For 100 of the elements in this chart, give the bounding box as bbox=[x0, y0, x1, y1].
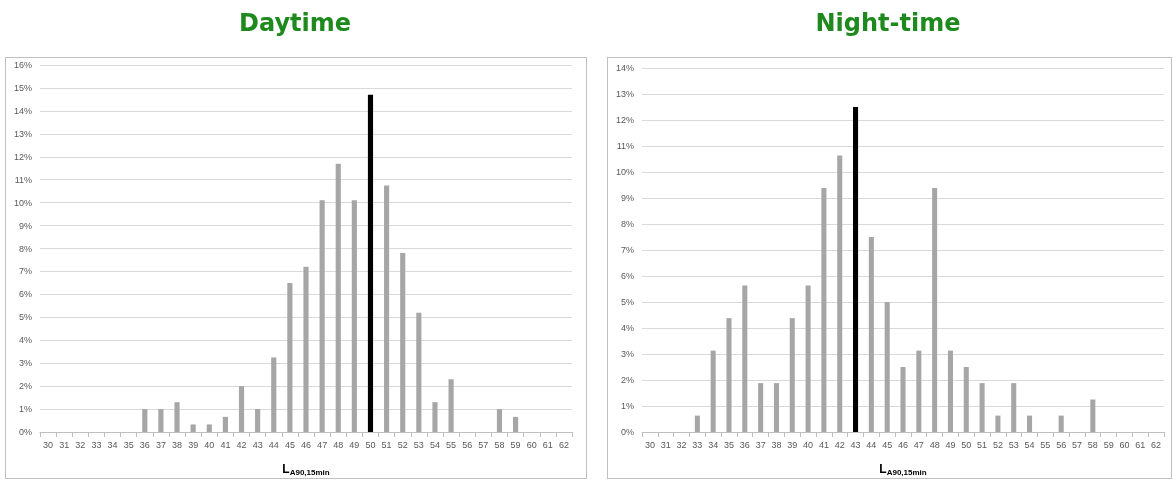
x-tick-label: 36 bbox=[139, 439, 150, 450]
x-tick-label: 43 bbox=[850, 439, 861, 450]
y-tick-label: 2% bbox=[620, 375, 634, 385]
bar bbox=[496, 409, 503, 432]
y-tick-label: 10% bbox=[13, 197, 32, 208]
bar bbox=[416, 312, 422, 432]
y-tick-label: 13% bbox=[13, 128, 32, 139]
y-tick-label: 8% bbox=[18, 243, 32, 254]
x-tick-label: 57 bbox=[478, 439, 489, 450]
x-tick-label: 60 bbox=[1119, 439, 1130, 450]
y-tick-label: 6% bbox=[18, 289, 32, 300]
x-tick-label: 46 bbox=[300, 439, 312, 450]
bar bbox=[710, 350, 716, 432]
x-tick-label: 59 bbox=[510, 439, 521, 450]
x-tick-label: 43 bbox=[252, 439, 263, 450]
y-tick-label: 5% bbox=[18, 312, 32, 323]
x-tick-label: 41 bbox=[818, 439, 829, 450]
x-tick-label: 39 bbox=[188, 439, 199, 450]
y-tick-label: 9% bbox=[620, 193, 634, 203]
y-tick-label: 4% bbox=[18, 335, 32, 346]
y-tick-label: 0% bbox=[620, 427, 634, 437]
bar bbox=[158, 409, 164, 432]
bar bbox=[868, 237, 874, 432]
bar bbox=[821, 188, 827, 432]
bar bbox=[1058, 415, 1064, 432]
bar bbox=[319, 200, 325, 432]
x-tick-label: 62 bbox=[558, 439, 569, 450]
y-tick-label: 12% bbox=[615, 115, 634, 125]
x-tick-label: 62 bbox=[1151, 439, 1162, 450]
y-tick-label: 14% bbox=[13, 105, 32, 116]
x-tick-label: 57 bbox=[1071, 439, 1083, 450]
y-tick-label: 1% bbox=[620, 401, 634, 411]
x-tick-label: 35 bbox=[723, 439, 735, 450]
bar bbox=[400, 253, 406, 432]
x-tick-label: 56 bbox=[462, 439, 473, 450]
x-tick-label: 48 bbox=[333, 439, 344, 450]
y-tick-label: 13% bbox=[615, 89, 634, 99]
bar bbox=[513, 416, 519, 432]
y-tick-label: 16% bbox=[13, 60, 32, 70]
x-tick-label: 39 bbox=[787, 439, 798, 450]
x-tick-label: 30 bbox=[43, 439, 54, 450]
y-tick-label: 4% bbox=[620, 323, 634, 333]
x-tick-label: 42 bbox=[236, 439, 247, 450]
bar bbox=[916, 350, 922, 432]
bar bbox=[742, 285, 748, 432]
x-tick-label: 49 bbox=[945, 439, 956, 450]
x-tick-label: 30 bbox=[644, 439, 655, 450]
x-tick-label: 55 bbox=[1040, 439, 1051, 450]
y-tick-label: 0% bbox=[18, 427, 32, 437]
x-tick-label: 32 bbox=[75, 439, 86, 450]
y-tick-label: 11% bbox=[616, 141, 634, 151]
x-tick-label: 53 bbox=[1008, 439, 1019, 450]
bar bbox=[432, 402, 438, 432]
y-tick-label: 8% bbox=[620, 219, 634, 229]
x-tick-label: 50 bbox=[365, 439, 376, 450]
bar bbox=[287, 282, 293, 432]
bar bbox=[1090, 399, 1096, 432]
y-tick-label: 7% bbox=[18, 266, 32, 277]
y-tick-label: 1% bbox=[18, 404, 32, 415]
y-tick-label: 2% bbox=[18, 381, 32, 392]
x-tick-label: 51 bbox=[977, 439, 988, 450]
x-tick-label: 52 bbox=[397, 439, 408, 450]
bar bbox=[773, 383, 779, 432]
x-tick-label: 34 bbox=[708, 439, 719, 450]
x-tick-label: 37 bbox=[155, 439, 166, 450]
bar bbox=[206, 424, 212, 432]
x-tick-label: 48 bbox=[929, 439, 940, 450]
x-tick-label: 58 bbox=[494, 439, 505, 450]
x-tick-label: 56 bbox=[1056, 439, 1067, 450]
x-tick-label: 38 bbox=[771, 439, 782, 450]
bar bbox=[947, 350, 953, 432]
x-tick-label: 31 bbox=[59, 439, 70, 450]
y-tick-label: 7% bbox=[620, 245, 634, 255]
bar bbox=[335, 163, 341, 432]
x-tick-label: 36 bbox=[739, 439, 750, 450]
bar bbox=[255, 409, 261, 432]
x-tick-label: 32 bbox=[676, 439, 687, 450]
x-tick-label: 61 bbox=[1135, 439, 1146, 450]
x-tick-label: 47 bbox=[317, 439, 328, 450]
x-tick-label: 54 bbox=[1024, 439, 1035, 450]
x-tick-label: 60 bbox=[526, 439, 537, 450]
x-tick-label: 41 bbox=[220, 439, 231, 450]
y-tick-label: 6% bbox=[620, 271, 634, 281]
x-tick-label: 35 bbox=[123, 439, 134, 450]
bar bbox=[190, 424, 196, 432]
bar bbox=[222, 416, 228, 432]
bar bbox=[900, 367, 906, 432]
y-tick-label: 12% bbox=[13, 151, 32, 162]
x-tick-label: 33 bbox=[692, 439, 703, 450]
bar bbox=[805, 285, 811, 432]
x-tick-label: 61 bbox=[542, 439, 553, 450]
bar bbox=[932, 188, 938, 432]
bar bbox=[142, 409, 148, 432]
x-tick-label: 59 bbox=[1103, 439, 1114, 450]
bar bbox=[963, 367, 969, 432]
y-tick-label: 5% bbox=[620, 297, 634, 307]
x-tick-label: 58 bbox=[1087, 439, 1098, 450]
x-tick-label: 45 bbox=[284, 439, 295, 450]
y-tick-label: 3% bbox=[620, 349, 634, 359]
bar bbox=[367, 94, 374, 432]
